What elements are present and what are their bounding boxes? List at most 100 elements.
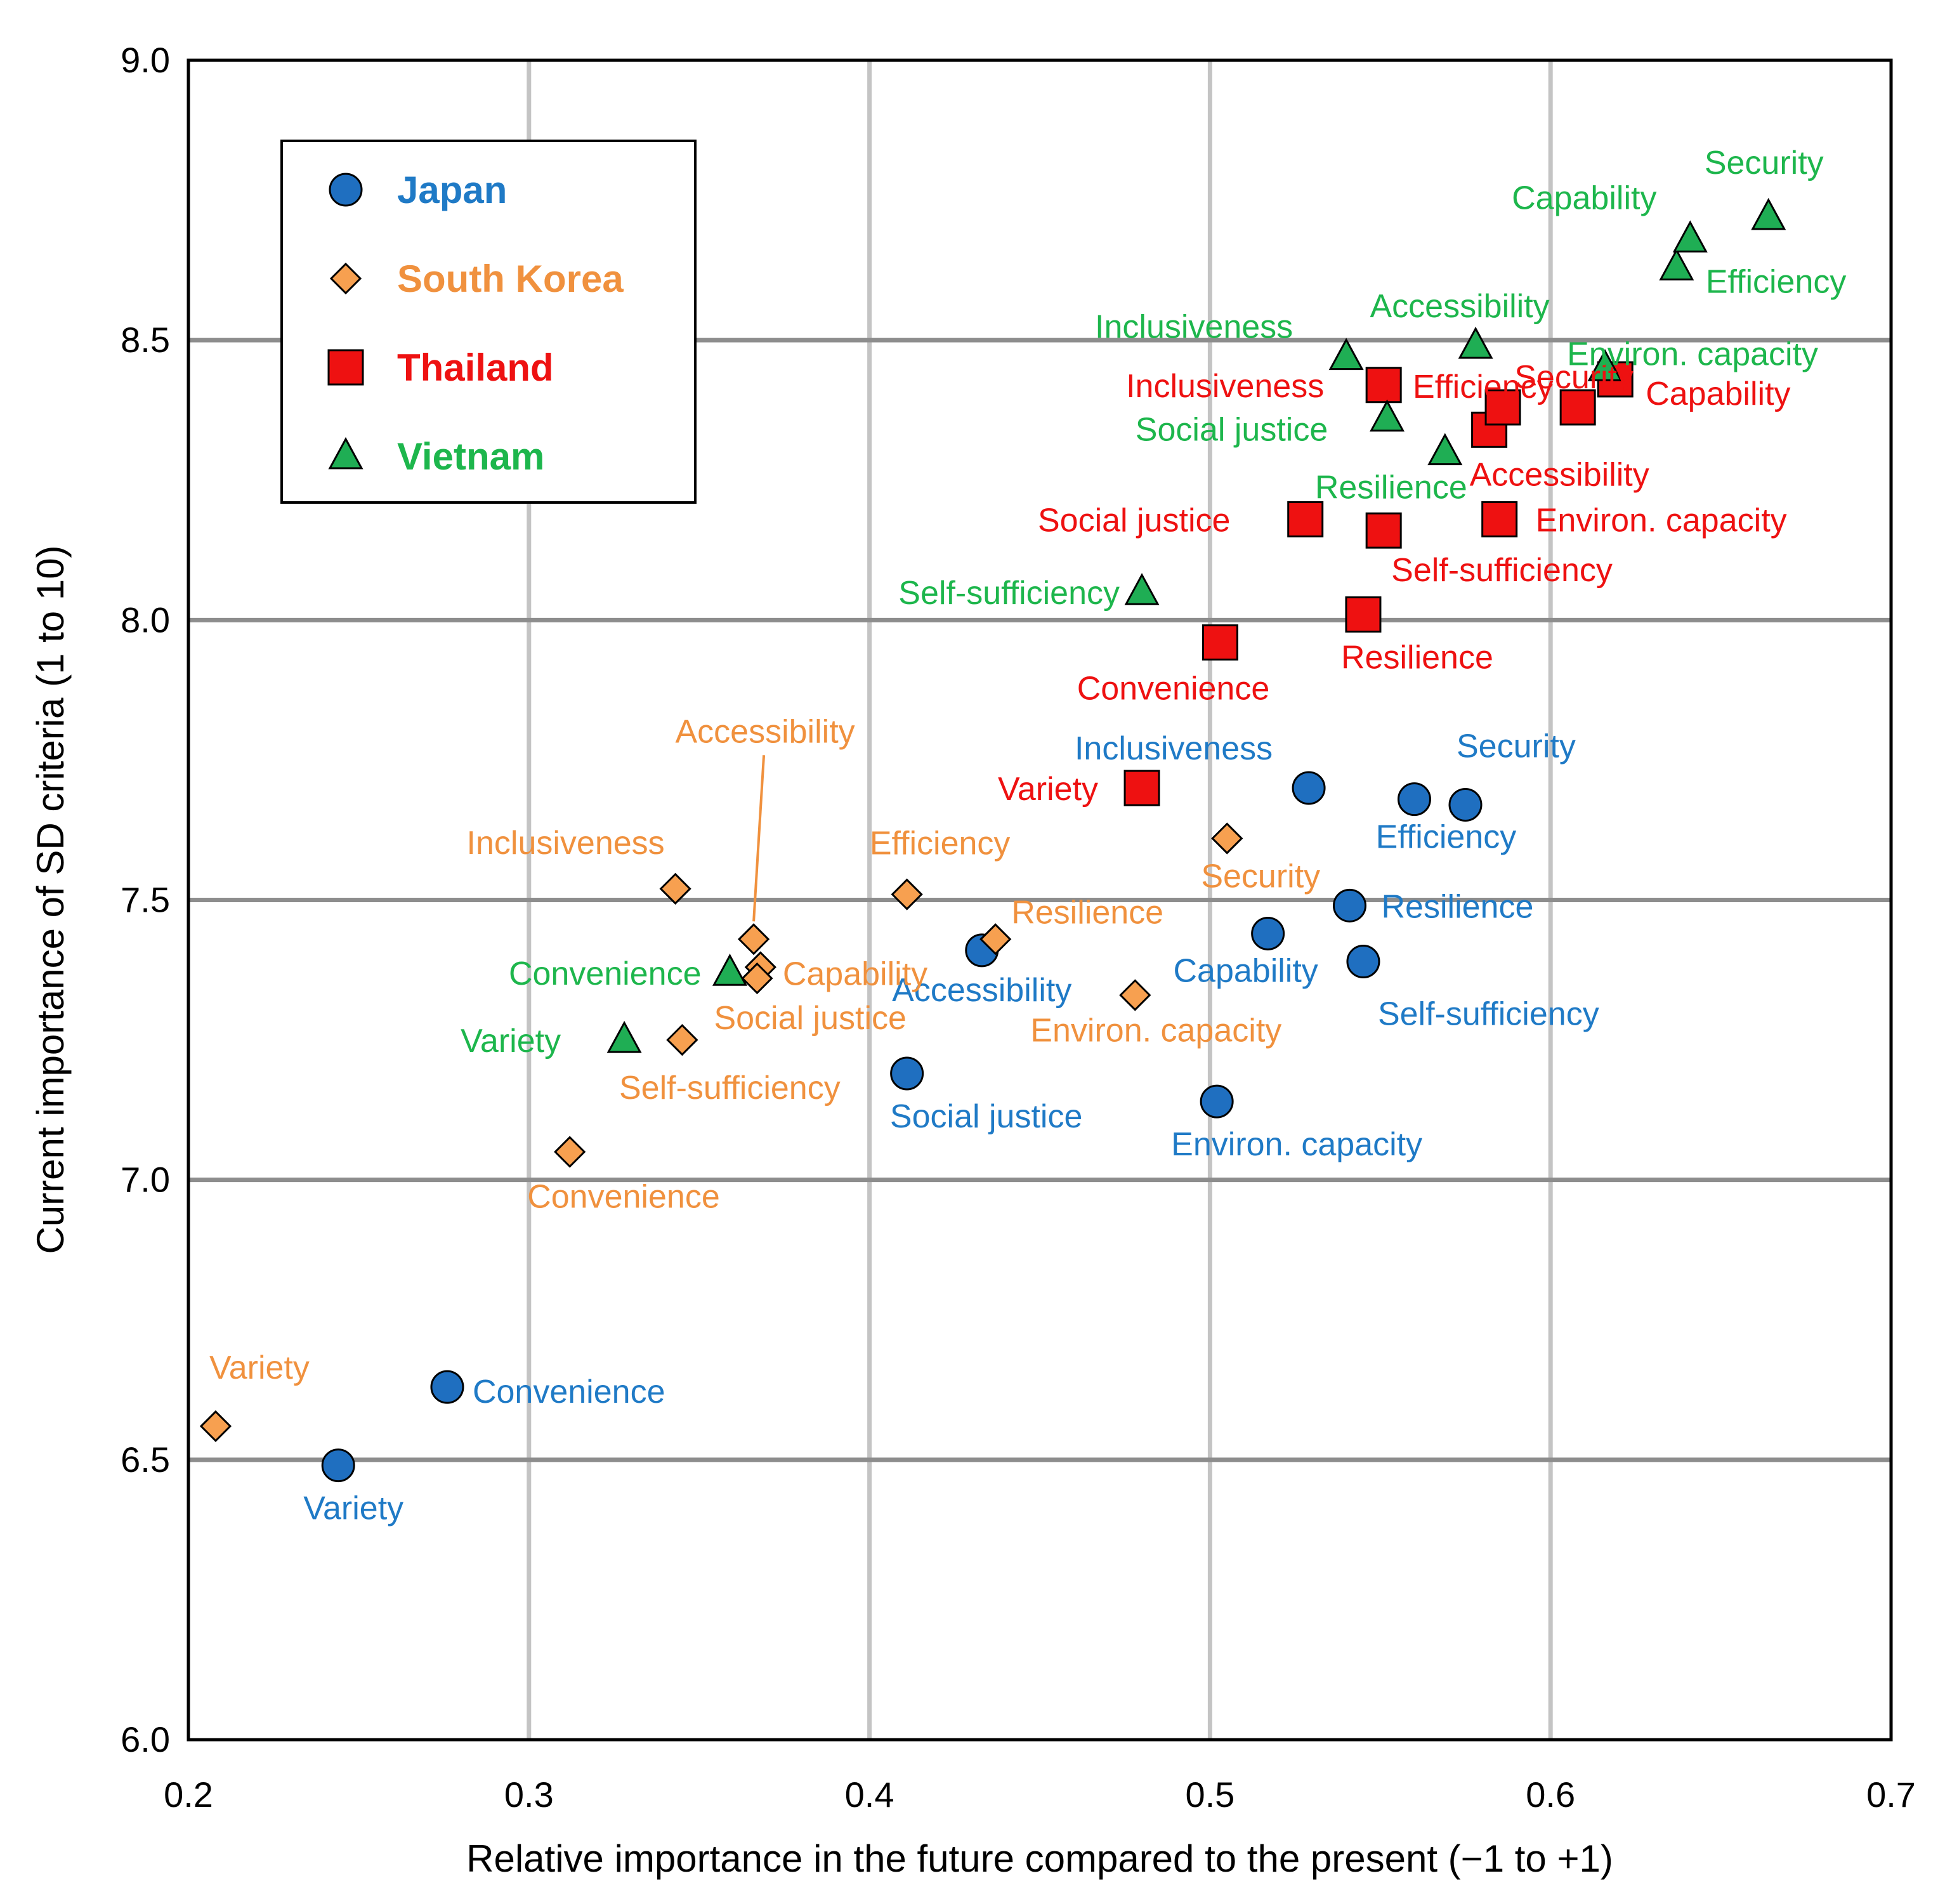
vietnam-resilience-marker bbox=[1427, 433, 1463, 466]
x-tick-label: 0.3 bbox=[504, 1775, 554, 1815]
japan-accessibility-label: Accessibility bbox=[892, 972, 1071, 1009]
south-korea-resilience-label: Resilience bbox=[1011, 894, 1163, 931]
thailand-security-label: Security bbox=[1514, 359, 1634, 396]
japan-variety-marker bbox=[321, 1448, 355, 1483]
vietnam-social-justice-marker bbox=[1370, 399, 1405, 432]
thailand-self-sufficiency-label: Self-sufficiency bbox=[1391, 552, 1613, 589]
south-korea-security-marker bbox=[1211, 822, 1243, 855]
vietnam-environ-capacity-label: Environ. capacity bbox=[1567, 336, 1818, 372]
vietnam-accessibility-label: Accessibility bbox=[1370, 288, 1550, 325]
x-tick-label: 0.6 bbox=[1526, 1775, 1575, 1815]
data-markers bbox=[199, 197, 1786, 1483]
south-korea-accessibility-label: Accessibility bbox=[675, 713, 855, 750]
thailand-inclusiveness-label: Inclusiveness bbox=[1126, 368, 1324, 405]
x-tick-label: 0.5 bbox=[1185, 1775, 1234, 1815]
thailand-efficiency-marker bbox=[1484, 389, 1521, 426]
south-korea-accessibility-marker bbox=[737, 923, 770, 955]
thailand-security-marker bbox=[1559, 389, 1596, 426]
south-korea-social-justice-label: Social justice bbox=[714, 1000, 906, 1037]
japan-efficiency-label: Efficiency bbox=[1376, 819, 1517, 856]
thailand-variety-marker bbox=[1123, 770, 1160, 806]
y-tick-label: 8.5 bbox=[121, 320, 170, 360]
legend-japan-label: Japan bbox=[397, 169, 507, 211]
south-korea-security-label: Security bbox=[1201, 858, 1320, 895]
thailand-social-justice-marker bbox=[1287, 501, 1324, 538]
vietnam-self-sufficiency-label: Self-sufficiency bbox=[898, 575, 1120, 612]
vietnam-efficiency-label: Efficiency bbox=[1706, 263, 1847, 300]
south-korea-convenience-marker bbox=[554, 1136, 586, 1168]
japan-resilience-marker bbox=[1332, 888, 1366, 922]
japan-inclusiveness-marker bbox=[1292, 771, 1326, 805]
axis-ticks: 0.2 0.3 0.4 0.5 0.6 0.7 6.0 6.5 7.0 7.5 8.0 8.5 9.0 bbox=[121, 40, 1916, 1815]
thailand-environ-capacity-label: Environ. capacity bbox=[1536, 502, 1787, 539]
legend-japan-marker bbox=[329, 173, 363, 207]
y-axis-title: Current importance of SD criteria (1 to … bbox=[29, 545, 72, 1254]
y-tick-label: 8.0 bbox=[121, 600, 170, 640]
vietnam-variety-label: Variety bbox=[461, 1023, 561, 1060]
south-korea-inclusiveness-label: Inclusiveness bbox=[467, 825, 665, 862]
legend-south-korea-label: South Korea bbox=[397, 258, 624, 300]
japan-social-justice-label: Social justice bbox=[890, 1098, 1082, 1135]
x-tick-label: 0.4 bbox=[845, 1775, 894, 1815]
south-korea-environ-capacity-marker bbox=[1119, 979, 1151, 1011]
legend-vietnam-marker bbox=[328, 437, 363, 469]
south-korea-social-justice-marker bbox=[741, 962, 773, 995]
vietnam-inclusiveness-label: Inclusiveness bbox=[1095, 309, 1293, 346]
thailand-self-sufficiency-marker bbox=[1365, 512, 1402, 549]
thailand-efficiency-label: Efficiency bbox=[1413, 369, 1554, 405]
vietnam-resilience-label: Resilience bbox=[1315, 469, 1467, 506]
legend-south-korea-marker bbox=[329, 262, 362, 295]
y-tick-label: 7.5 bbox=[121, 880, 170, 920]
legend-items: Japan South Korea Thailand Vietnam bbox=[327, 169, 624, 478]
thailand-convenience-label: Convenience bbox=[1077, 671, 1270, 707]
annotations bbox=[752, 755, 766, 922]
plot-frame bbox=[187, 58, 1893, 1742]
y-tick-label: 9.0 bbox=[121, 40, 170, 80]
japan-convenience-marker bbox=[430, 1370, 464, 1404]
south-korea-environ-capacity-label: Environ. capacity bbox=[1030, 1012, 1281, 1049]
japan-convenience-label: Convenience bbox=[473, 1374, 665, 1410]
vietnam-capability-label: Capability bbox=[1512, 180, 1656, 216]
legend-thailand-label: Thailand bbox=[397, 346, 554, 389]
vietnam-environ-capacity-marker bbox=[1587, 349, 1623, 381]
japan-security-label: Security bbox=[1457, 728, 1576, 765]
south-korea-variety-marker bbox=[199, 1410, 232, 1443]
y-tick-label: 6.5 bbox=[121, 1440, 170, 1480]
vietnam-inclusiveness-marker bbox=[1328, 338, 1364, 371]
x-axis-title: Relative importance in the future compar… bbox=[466, 1837, 1613, 1880]
thailand-variety-label: Variety bbox=[998, 771, 1098, 808]
japan-inclusiveness-label: Inclusiveness bbox=[1075, 730, 1273, 767]
japan-social-justice-marker bbox=[890, 1056, 924, 1091]
y-tick-label: 7.0 bbox=[121, 1160, 170, 1200]
x-tick-label: 0.7 bbox=[1866, 1775, 1916, 1815]
vietnam-variety-marker bbox=[606, 1020, 642, 1053]
south-korea-self-sufficiency-label: Self-sufficiency bbox=[619, 1070, 841, 1106]
vietnam-accessibility-marker bbox=[1458, 326, 1493, 359]
japan-environ-capacity-label: Environ. capacity bbox=[1171, 1126, 1422, 1163]
thailand-resilience-label: Resilience bbox=[1341, 640, 1493, 676]
thailand-environ-capacity-marker bbox=[1481, 501, 1518, 538]
japan-environ-capacity-marker bbox=[1200, 1084, 1234, 1119]
south-korea-self-sufficiency-marker bbox=[666, 1023, 698, 1056]
south-korea-efficiency-marker bbox=[891, 878, 923, 910]
gridlines bbox=[188, 60, 1891, 1740]
vietnam-self-sufficiency-marker bbox=[1124, 573, 1160, 605]
vietnam-security-label: Security bbox=[1705, 145, 1824, 181]
south-korea-accessibility-leader-line bbox=[752, 755, 766, 922]
south-korea-resilience-marker bbox=[979, 923, 1012, 955]
south-korea-variety-label: Variety bbox=[209, 1349, 310, 1386]
south-korea-efficiency-label: Efficiency bbox=[870, 825, 1011, 862]
vietnam-efficiency-marker bbox=[1659, 248, 1694, 280]
japan-efficiency-marker bbox=[1397, 782, 1431, 817]
vietnam-social-justice-label: Social justice bbox=[1136, 412, 1328, 449]
japan-self-sufficiency-marker bbox=[1346, 945, 1380, 979]
thailand-accessibility-label: Accessibility bbox=[1470, 456, 1649, 493]
thailand-capability-label: Capability bbox=[1646, 376, 1790, 412]
thailand-social-justice-label: Social justice bbox=[1038, 502, 1230, 539]
legend-thailand-marker bbox=[327, 349, 364, 386]
south-korea-capability-label: Capability bbox=[783, 955, 927, 992]
japan-capability-marker bbox=[1251, 916, 1285, 950]
y-tick-label: 6.0 bbox=[121, 1719, 170, 1759]
